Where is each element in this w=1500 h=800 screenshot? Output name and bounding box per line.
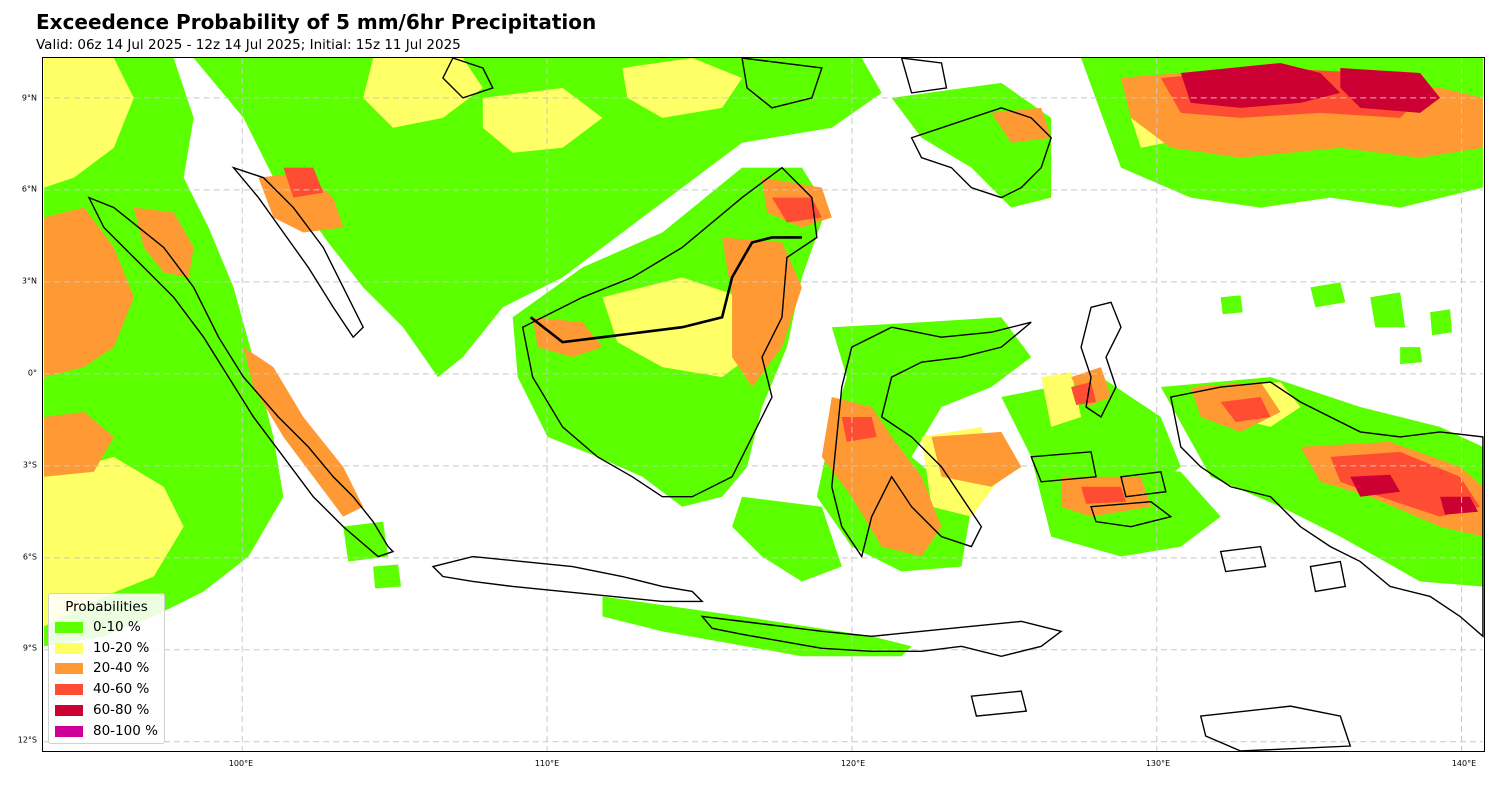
borneo-coastline	[521, 166, 818, 498]
legend-swatch	[55, 705, 83, 716]
borneo-border	[529, 236, 802, 344]
precip-10-20-west	[44, 58, 184, 627]
legend-swatch	[55, 726, 83, 737]
gridlines	[44, 58, 1483, 751]
precip-60-80-northeast	[1180, 62, 1441, 113]
lat-label-0: 0°	[27, 368, 37, 378]
papua-coastline	[1170, 381, 1484, 638]
precip-0-10-nusa-tenggara	[602, 596, 912, 657]
precip-20-40-west-ocean	[44, 207, 134, 477]
precip-0-10-north-ocean	[193, 58, 882, 378]
lon-label-130e: 130°E	[1145, 759, 1171, 768]
legend-swatch	[55, 663, 83, 674]
lat-label-9s: 9°S	[22, 643, 37, 653]
legend-swatch	[55, 622, 83, 633]
precip-20-40-malaya	[258, 172, 344, 233]
legend-title: Probabilities	[65, 599, 148, 615]
map-subtitle: Valid: 06z 14 Jul 2025 - 12z 14 Jul 2025…	[36, 37, 461, 53]
legend-label: 60-80 %	[93, 702, 150, 718]
precip-0-10-maluku	[1001, 377, 1181, 497]
java-coastline	[431, 555, 704, 603]
legend-swatch	[55, 643, 83, 654]
precip-60-80-papua	[1350, 474, 1478, 515]
islands-coastline	[442, 58, 1352, 751]
lon-label-110e: 110°E	[534, 759, 560, 768]
map-panel	[42, 57, 1485, 752]
precip-20-40-philippines	[991, 107, 1052, 143]
lon-label-120e: 120°E	[840, 759, 866, 768]
legend-label: 40-60 %	[93, 681, 150, 697]
lat-label-9n: 9°N	[21, 93, 37, 103]
precip-10-20-north	[363, 58, 743, 153]
lon-label-100e: 100°E	[228, 759, 254, 768]
mindanao-coastline	[910, 107, 1052, 199]
malay-peninsula-coastline	[231, 166, 365, 339]
lat-label-6n: 6°N	[21, 184, 37, 194]
lat-label-12s: 12°S	[17, 735, 37, 745]
legend-label: 80-100 %	[93, 723, 158, 739]
precipitation-layer	[44, 58, 1483, 657]
precip-20-40-borneo	[532, 177, 832, 388]
map-canvas	[42, 57, 1485, 752]
coastlines	[87, 58, 1484, 751]
precip-10-20-east	[1130, 107, 1301, 427]
precip-20-40-sumatra	[133, 207, 364, 517]
legend-swatch	[55, 684, 83, 695]
sulawesi-coastline	[831, 321, 1032, 559]
precip-0-10-java-sea-south	[732, 496, 842, 582]
sumatra-coastline	[87, 196, 395, 558]
lat-label-6s: 6°S	[22, 552, 37, 562]
legend: Probabilities 0-10 % 10-20 % 20-40 % 40-…	[48, 593, 165, 744]
map-title: Exceedence Probability of 5 mm/6hr Preci…	[36, 10, 597, 34]
precip-20-40-maluku	[1061, 367, 1151, 517]
halmahera-coastline	[1080, 301, 1122, 418]
lat-label-3n: 3°N	[21, 276, 37, 286]
nusa-tenggara-coastline	[700, 615, 1063, 657]
lon-label-140e: 140°E	[1451, 759, 1477, 768]
precip-40-60-papua	[1220, 397, 1480, 517]
legend-label: 20-40 %	[93, 660, 150, 676]
lat-label-3s: 3°S	[22, 460, 37, 470]
legend-label: 0-10 %	[93, 619, 141, 635]
legend-label: 10-20 %	[93, 640, 150, 656]
